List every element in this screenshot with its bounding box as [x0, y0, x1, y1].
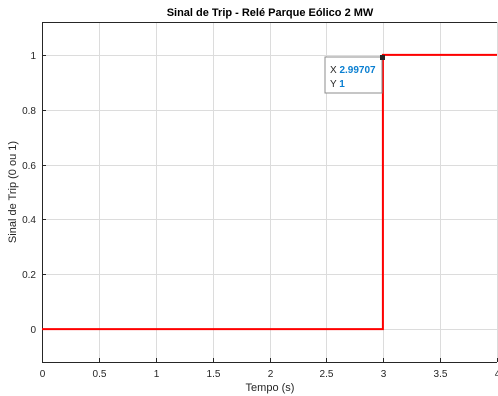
- x-tick-label: 0: [40, 369, 46, 380]
- datatip-x-value: 2.99707: [339, 65, 376, 76]
- x-tick-label: 2.5: [320, 369, 334, 380]
- x-tick-label: 3: [381, 369, 387, 380]
- y-tick-label: 0.8: [22, 106, 36, 117]
- datatip-y-value: 1: [339, 79, 345, 90]
- datatip-box: [324, 56, 383, 94]
- y-tick-label: 0: [30, 325, 36, 336]
- x-tick-label: 4: [495, 369, 498, 380]
- x-tick-label: 1.5: [207, 369, 221, 380]
- y-tick-label: 0.6: [22, 161, 36, 172]
- series-line: [42, 53, 497, 331]
- datatip-x-row: X 2.99707: [330, 65, 376, 76]
- x-tick-label: 3.5: [434, 369, 448, 380]
- x-tick-label: 2: [268, 369, 274, 380]
- datatip[interactable]: X 2.99707 Y 1: [324, 55, 385, 94]
- ticks-layer: 0 0.5 1 1.5 2 2.5 3 3.5 4 0 0.2 0.4 0.6 0.8 1: [22, 51, 498, 380]
- datatip-y-row: Y 1: [330, 79, 345, 90]
- chart-title: Sinal de Trip - Relé Parque Eólico 2 MW: [167, 7, 374, 19]
- x-tick-label: 0.5: [93, 369, 107, 380]
- y-axis-label: Sinal de Trip (0 ou 1): [7, 141, 19, 243]
- x-axis-label: Tempo (s): [246, 382, 295, 394]
- datatip-x-label: X: [330, 65, 337, 76]
- y-tick-label: 0.4: [22, 215, 36, 226]
- datatip-marker: [380, 55, 385, 60]
- plot-area: [42, 22, 497, 362]
- datatip-y-label: Y: [330, 79, 337, 90]
- y-tick-label: 1: [30, 51, 36, 62]
- y-tick-label: 0.2: [22, 270, 36, 281]
- axes-layer: [42, 22, 497, 363]
- series-layer: [42, 53, 497, 331]
- x-tick-label: 1: [154, 369, 160, 380]
